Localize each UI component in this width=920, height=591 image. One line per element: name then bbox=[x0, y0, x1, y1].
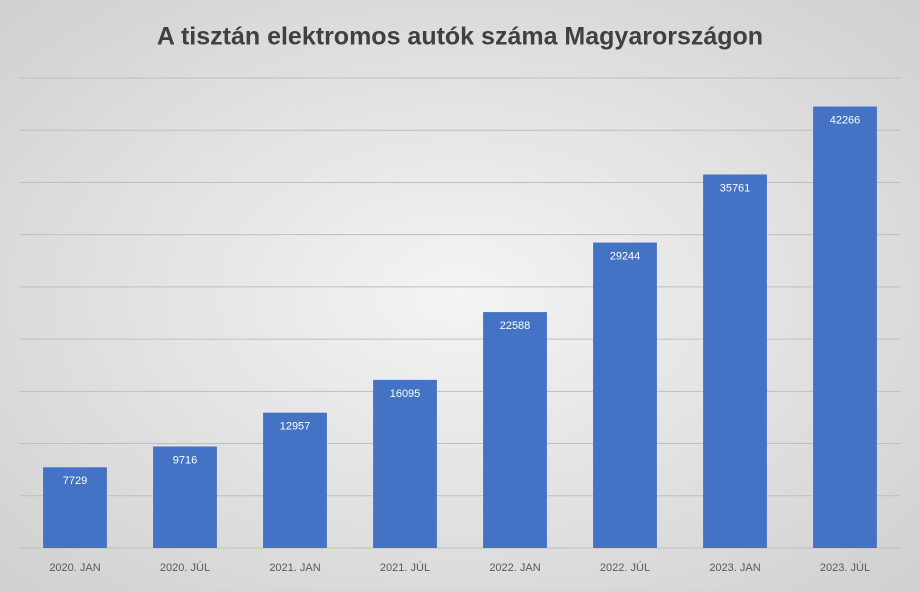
bar bbox=[813, 106, 877, 548]
x-tick-label: 2021. JÚL bbox=[380, 561, 430, 574]
x-tick-label: 2022. JÚL bbox=[600, 561, 650, 574]
data-label: 7729 bbox=[63, 475, 87, 487]
bar bbox=[153, 446, 217, 548]
bar bbox=[43, 467, 107, 548]
bar bbox=[703, 174, 767, 548]
data-label: 9716 bbox=[173, 454, 197, 466]
bar bbox=[373, 379, 437, 548]
x-tick-label: 2020. JAN bbox=[49, 562, 100, 574]
x-tick-label: 2023. JÚL bbox=[820, 561, 870, 574]
x-tick-label: 2022. JAN bbox=[489, 562, 540, 574]
data-label: 12957 bbox=[280, 421, 311, 433]
bar bbox=[593, 242, 657, 548]
x-tick-label: 2023. JAN bbox=[709, 562, 760, 574]
x-tick-label: 2021. JAN bbox=[269, 562, 320, 574]
data-label: 42266 bbox=[830, 114, 861, 126]
chart-title: A tisztán elektromos autók száma Magyaro… bbox=[157, 23, 763, 51]
data-label: 16095 bbox=[390, 388, 421, 400]
bar bbox=[263, 412, 327, 548]
data-label: 29244 bbox=[610, 250, 641, 262]
x-tick-label: 2020. JÚL bbox=[160, 561, 210, 574]
data-label: 35761 bbox=[720, 182, 751, 194]
bar bbox=[483, 312, 547, 548]
data-label: 22588 bbox=[500, 320, 531, 332]
